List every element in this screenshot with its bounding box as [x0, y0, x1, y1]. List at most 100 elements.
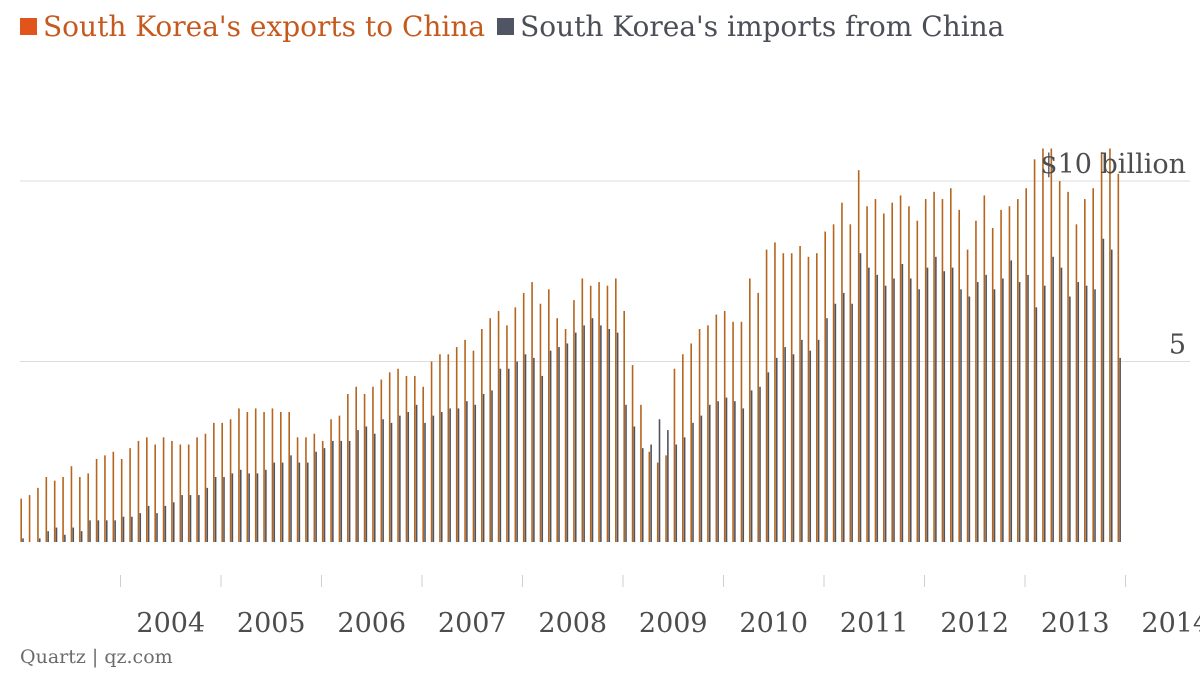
bar-exports [439, 354, 441, 542]
bar-imports [424, 422, 426, 542]
bar-imports [750, 390, 753, 542]
bar-exports [941, 199, 944, 543]
bar-exports [598, 282, 600, 542]
bar-exports [380, 379, 383, 542]
bar-imports [809, 350, 812, 542]
bar-exports [564, 329, 567, 542]
bar-imports [1043, 285, 1046, 542]
bar-imports [214, 477, 217, 542]
bar-exports [196, 437, 198, 542]
bar-exports [698, 329, 701, 542]
chart-legend: South Korea's exports to China South Kor… [20, 6, 1016, 46]
bar-imports [918, 289, 920, 542]
bar-imports [834, 303, 837, 542]
bar-exports [866, 206, 868, 542]
bar-exports [213, 422, 215, 542]
bar-imports [348, 440, 351, 542]
bar-exports [1100, 152, 1103, 542]
bar-exports [154, 444, 156, 542]
bar-exports [87, 473, 89, 542]
bar-exports [1000, 209, 1002, 542]
bar-exports [857, 170, 860, 543]
bar-imports [583, 325, 585, 542]
bar-imports [198, 495, 200, 542]
bar-exports [455, 347, 458, 542]
bar-exports [556, 318, 558, 542]
bar-imports [415, 404, 418, 542]
bar-exports [723, 310, 726, 542]
bar-exports [765, 249, 768, 542]
bar-exports [62, 477, 64, 542]
bar-imports [909, 278, 912, 542]
legend-item-imports: South Korea's imports from China [497, 10, 1004, 43]
bar-imports [499, 368, 502, 542]
bar-imports [968, 296, 971, 542]
bar-exports [37, 487, 39, 542]
bar-imports [801, 339, 803, 542]
bar-imports [306, 462, 309, 542]
bar-exports [414, 375, 416, 542]
bar-imports [600, 325, 602, 542]
bar-exports [229, 419, 232, 542]
bar-imports [256, 473, 259, 542]
bar-imports [332, 440, 334, 542]
bar-exports [1033, 159, 1036, 542]
bar-imports [792, 354, 795, 542]
bar-imports [1010, 260, 1013, 542]
bar-exports [28, 495, 31, 542]
bar-imports [851, 303, 853, 542]
bar-imports [97, 520, 100, 542]
bar-exports [682, 354, 684, 542]
bar-imports [440, 412, 443, 542]
bar-imports [156, 513, 158, 542]
bar-exports [246, 412, 249, 542]
bar-exports [757, 292, 759, 542]
bar-exports [690, 343, 692, 542]
bar-imports [725, 397, 728, 542]
bar-exports [640, 404, 642, 542]
source-credit: Quartz | qz.com [20, 646, 173, 668]
bar-imports [775, 357, 778, 542]
bar-exports [841, 202, 843, 542]
bar-exports [347, 393, 349, 542]
bar-imports [985, 274, 987, 542]
bar-exports [204, 433, 207, 542]
bar-imports [675, 444, 678, 542]
bar-imports [449, 408, 451, 542]
bar-imports [399, 415, 401, 542]
bar-imports [273, 462, 276, 542]
bar-imports [122, 516, 125, 542]
bar-exports [171, 440, 173, 542]
bar-exports [120, 458, 123, 542]
x-tick-label: 2013 [1041, 608, 1110, 639]
bar-imports [625, 404, 627, 542]
bar-imports [181, 495, 183, 542]
bar-imports [549, 350, 552, 542]
bar-imports [482, 393, 485, 542]
bar-exports [531, 282, 533, 542]
x-tick-label: 2004 [136, 608, 205, 639]
bar-imports [633, 426, 636, 542]
bar-imports [1110, 249, 1113, 542]
bar-imports [38, 538, 41, 542]
bar-exports [288, 412, 290, 542]
bar-exports [1117, 173, 1120, 542]
bar-exports [481, 329, 483, 542]
bar-imports [89, 520, 91, 542]
bar-imports [574, 332, 577, 542]
bar-imports [172, 502, 175, 542]
bar-exports [280, 412, 282, 542]
bar-imports [1102, 238, 1105, 542]
bar-imports [893, 278, 895, 542]
bar-exports [874, 199, 877, 543]
bar-imports [976, 282, 979, 542]
bar-imports [516, 361, 518, 542]
bar-exports [908, 206, 910, 542]
bar-exports [1092, 188, 1094, 542]
bar-imports [298, 462, 301, 542]
bar-exports [816, 253, 818, 542]
bar-imports [817, 339, 820, 542]
bar-imports [55, 527, 58, 542]
bar-exports [573, 300, 575, 542]
